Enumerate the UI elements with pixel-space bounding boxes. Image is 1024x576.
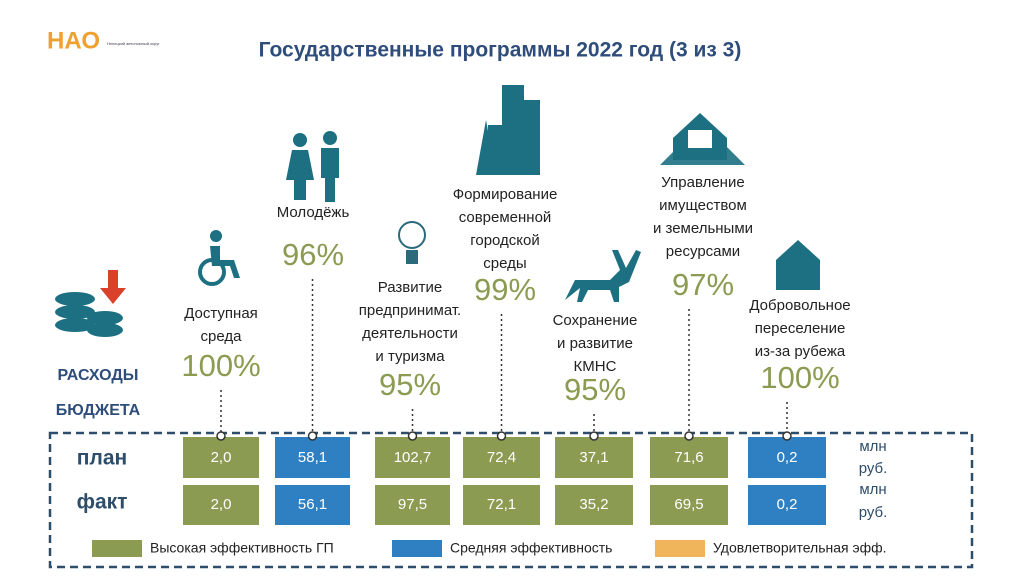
program-label: Молодёжь xyxy=(277,204,350,221)
program-label: имуществом xyxy=(659,197,747,214)
program-label: переселение xyxy=(755,320,846,337)
program-label: деятельности xyxy=(362,325,458,342)
budget-label: РАСХОДЫ xyxy=(58,367,139,384)
plan-cell xyxy=(555,437,633,478)
plan-value: 2,0 xyxy=(211,449,232,466)
plan-cell xyxy=(650,437,728,478)
fact-cell xyxy=(748,485,826,525)
program-label: среда xyxy=(201,328,243,345)
plan-value: 58,1 xyxy=(298,449,327,466)
connector-dot xyxy=(589,431,599,441)
program-label: из-за рубежа xyxy=(755,343,846,360)
connector-dot xyxy=(782,431,792,441)
fact-cell xyxy=(183,485,259,525)
program-label: Развитие xyxy=(378,279,443,296)
connector-dot xyxy=(407,431,418,441)
plan-value: 72,4 xyxy=(487,449,516,466)
program-percent: 97% xyxy=(672,267,734,302)
program-label: Формирование xyxy=(453,186,558,203)
fact-value: 35,2 xyxy=(579,496,608,513)
row-label: факт xyxy=(77,491,128,514)
coins-icon xyxy=(55,270,126,337)
plan-value: 0,2 xyxy=(777,449,798,466)
program-label: городской xyxy=(470,232,540,249)
legend-swatch xyxy=(392,540,442,557)
plan-value: 71,6 xyxy=(674,449,703,466)
fact-value: 69,5 xyxy=(674,496,703,513)
fact-cell xyxy=(463,485,540,525)
fact-value: 2,0 xyxy=(211,496,232,513)
plan-cell xyxy=(275,437,350,478)
unit: руб. xyxy=(859,460,888,477)
connector-dot xyxy=(684,431,694,441)
plan-cell xyxy=(375,437,450,478)
connector-dot xyxy=(216,431,226,441)
program-percent: 100% xyxy=(181,348,260,383)
legend-swatch xyxy=(92,540,142,557)
fact-value: 72,1 xyxy=(487,496,516,513)
fact-cell xyxy=(275,485,350,525)
program-label: ресурсами xyxy=(666,243,740,260)
program-label: и развитие xyxy=(557,335,633,352)
logo-subtitle: Ненецкий автономный округ xyxy=(107,41,160,46)
plan-cell xyxy=(463,437,540,478)
unit: млн xyxy=(859,438,886,455)
icons xyxy=(198,85,820,302)
plan-cell xyxy=(748,437,826,478)
program-percent: 100% xyxy=(760,360,839,395)
table-frame xyxy=(48,431,974,569)
unit: руб. xyxy=(859,504,888,521)
connector-dot xyxy=(307,431,318,441)
program-percent: 95% xyxy=(379,367,441,402)
program-label: современной xyxy=(459,209,552,226)
legend-label: Средняя эффективность xyxy=(450,540,612,556)
program-label: Доступная xyxy=(184,305,258,322)
program-label: среды xyxy=(483,255,526,272)
legend-label: Удовлетворительная эфф. xyxy=(713,540,887,556)
program-label: и земельными xyxy=(653,220,753,237)
legend-swatch xyxy=(655,540,705,557)
program-label: Сохранение xyxy=(553,312,638,329)
program-label: и туризма xyxy=(375,348,445,365)
fact-value: 56,1 xyxy=(298,496,327,513)
budget-label: БЮДЖЕТА xyxy=(56,402,141,419)
fact-cell xyxy=(555,485,633,525)
fact-value: 0,2 xyxy=(777,496,798,513)
plan-value: 37,1 xyxy=(579,449,608,466)
plan-value: 102,7 xyxy=(394,449,432,466)
logo: НАО xyxy=(47,27,100,54)
row-label: план xyxy=(77,447,127,470)
fact-cell xyxy=(375,485,450,525)
plan-cell xyxy=(183,437,259,478)
fact-cell xyxy=(650,485,728,525)
unit: млн xyxy=(859,481,886,498)
program-percent: 95% xyxy=(564,372,626,407)
program-label: Управление xyxy=(661,174,744,191)
legend-label: Высокая эффективность ГП xyxy=(150,540,334,556)
connector-dot xyxy=(496,431,507,441)
program-percent: 99% xyxy=(474,272,536,307)
title: Государственные программы 2022 год (3 из… xyxy=(259,39,742,62)
program-percent: 96% xyxy=(282,237,344,272)
program-label: Добровольное xyxy=(749,297,850,314)
fact-value: 97,5 xyxy=(398,496,427,513)
program-label: предпринимат. xyxy=(359,302,461,319)
program-label: КМНС xyxy=(574,358,617,375)
